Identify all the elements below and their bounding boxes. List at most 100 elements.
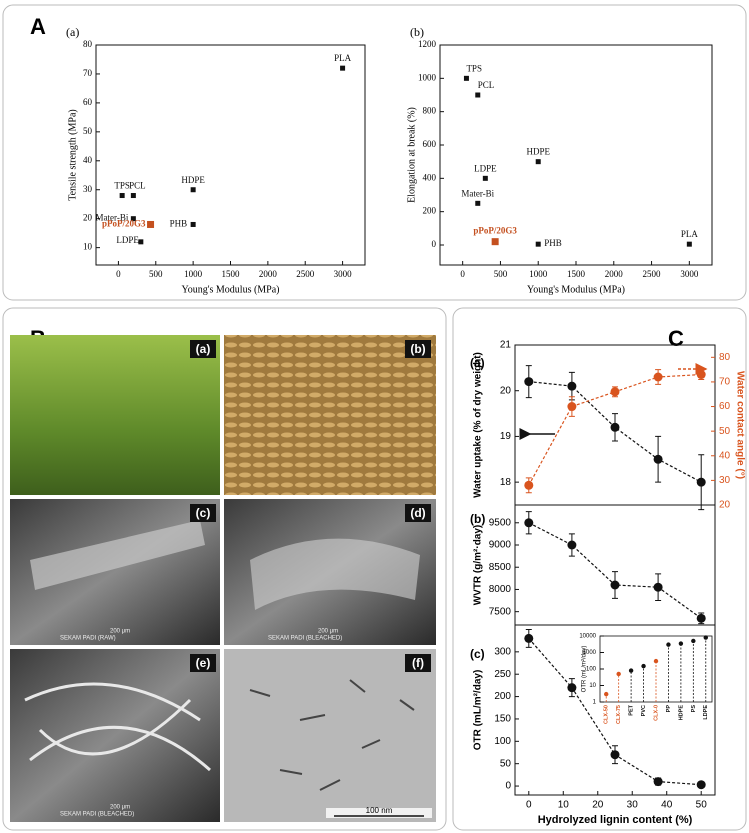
point bbox=[696, 780, 706, 790]
y-tick-label: 10000 bbox=[579, 634, 596, 640]
point bbox=[147, 220, 155, 228]
point bbox=[567, 381, 577, 391]
x-axis-title: Young's Modulus (MPa) bbox=[181, 284, 279, 295]
label-box bbox=[405, 340, 431, 358]
x-tick-label: 40 bbox=[661, 800, 673, 811]
y-tick-label: 200 bbox=[494, 691, 511, 702]
y-tick-label: 19 bbox=[500, 431, 512, 442]
point-label: TPS bbox=[114, 181, 130, 191]
y-tick-label: 50 bbox=[83, 126, 93, 136]
point-label: HDPE bbox=[181, 175, 205, 185]
point bbox=[463, 75, 469, 81]
photo-label: (a) bbox=[196, 342, 211, 356]
point-label: PCL bbox=[478, 80, 495, 90]
x-axis-title: Hydrolyzed lignin content (%) bbox=[538, 814, 693, 826]
sem-scale: 200 μm bbox=[318, 629, 338, 635]
point bbox=[678, 641, 684, 646]
photo-label: (f) bbox=[412, 656, 424, 670]
scale-label: 100 nm bbox=[366, 806, 393, 815]
point-label: LDPE bbox=[116, 235, 139, 245]
y-tick-label: 1200 bbox=[418, 39, 437, 49]
y2-axis-title: Water contact angle (°) bbox=[734, 371, 745, 479]
y2-tick-label: 20 bbox=[719, 500, 731, 511]
y-tick-label: 60 bbox=[83, 97, 93, 107]
point bbox=[535, 159, 541, 165]
y2-tick-label: 80 bbox=[719, 352, 731, 363]
point bbox=[696, 613, 706, 623]
point bbox=[524, 518, 534, 528]
y-tick-label: 200 bbox=[423, 206, 437, 216]
point bbox=[524, 633, 534, 643]
x-tick-label: 1500 bbox=[567, 269, 586, 279]
y-tick-label: 80 bbox=[83, 39, 93, 49]
photo-label: (e) bbox=[196, 656, 211, 670]
photo bbox=[10, 335, 220, 495]
x-tick-label: 1000 bbox=[184, 269, 203, 279]
point bbox=[190, 221, 196, 227]
y-tick-label: 30 bbox=[83, 184, 93, 194]
y-tick-label: 600 bbox=[423, 139, 437, 149]
point-label: LDPE bbox=[474, 163, 497, 173]
y-tick-label: 9000 bbox=[489, 540, 512, 551]
point bbox=[130, 216, 136, 222]
y-tick-label: 70 bbox=[83, 68, 93, 78]
y-tick-label: 40 bbox=[83, 155, 93, 165]
y2-tick-label: 70 bbox=[719, 377, 731, 388]
y-tick-label: 1000 bbox=[583, 650, 597, 656]
x-tick-label: PS bbox=[691, 705, 697, 713]
x-tick-label: 500 bbox=[149, 269, 163, 279]
y-tick-label: 0 bbox=[505, 781, 511, 792]
y-tick-label: 18 bbox=[500, 477, 512, 488]
photo bbox=[224, 335, 436, 495]
x-tick-label: 0 bbox=[526, 800, 532, 811]
y-tick-label: 1 bbox=[593, 700, 597, 706]
x-tick-label: 500 bbox=[494, 269, 508, 279]
point-label: PLA bbox=[334, 53, 352, 63]
x-tick-label: 3000 bbox=[334, 269, 353, 279]
y-tick-label: 10 bbox=[589, 683, 596, 689]
point bbox=[604, 691, 609, 697]
y2-tick-label: 40 bbox=[719, 450, 731, 461]
point bbox=[653, 777, 663, 787]
point bbox=[653, 454, 663, 464]
point bbox=[616, 671, 621, 677]
label-box bbox=[405, 654, 431, 672]
point bbox=[340, 65, 346, 71]
x-tick-label: CLX-75 bbox=[616, 705, 622, 724]
y-tick-label: 20 bbox=[83, 213, 93, 223]
y-tick-label: 1000 bbox=[418, 72, 437, 82]
point-label: TPS bbox=[466, 63, 482, 73]
panel-label: (a) bbox=[66, 25, 79, 39]
point bbox=[653, 582, 663, 592]
point bbox=[666, 642, 671, 647]
y-tick-label: 7500 bbox=[489, 606, 512, 617]
x-tick-label: 1000 bbox=[529, 269, 548, 279]
point bbox=[703, 635, 708, 640]
point-label: Mater-Bi bbox=[96, 213, 129, 223]
sem-fiber bbox=[30, 520, 205, 590]
photo-label: (d) bbox=[410, 506, 425, 520]
point bbox=[138, 239, 144, 245]
point bbox=[524, 377, 534, 387]
y-tick-label: 300 bbox=[494, 646, 511, 657]
x-tick-label: 20 bbox=[592, 800, 604, 811]
point bbox=[653, 372, 663, 382]
panel-letter: C bbox=[668, 326, 684, 351]
y2-tick-label: 30 bbox=[719, 475, 731, 486]
y-tick-label: 250 bbox=[494, 669, 511, 680]
point bbox=[482, 175, 488, 181]
point bbox=[641, 663, 646, 669]
y-tick-label: 50 bbox=[500, 758, 512, 769]
sem-fiber bbox=[250, 538, 420, 610]
y-tick-label: 800 bbox=[423, 106, 437, 116]
x-tick-label: 3000 bbox=[680, 269, 699, 279]
sem-fiber bbox=[24, 682, 211, 772]
point bbox=[610, 750, 620, 760]
point-label: PHB bbox=[544, 238, 562, 248]
y-tick-label: 8500 bbox=[489, 562, 512, 573]
point bbox=[567, 540, 577, 550]
point bbox=[524, 480, 534, 490]
point bbox=[691, 638, 696, 644]
point-label: pPoP/20G3 bbox=[473, 226, 517, 236]
